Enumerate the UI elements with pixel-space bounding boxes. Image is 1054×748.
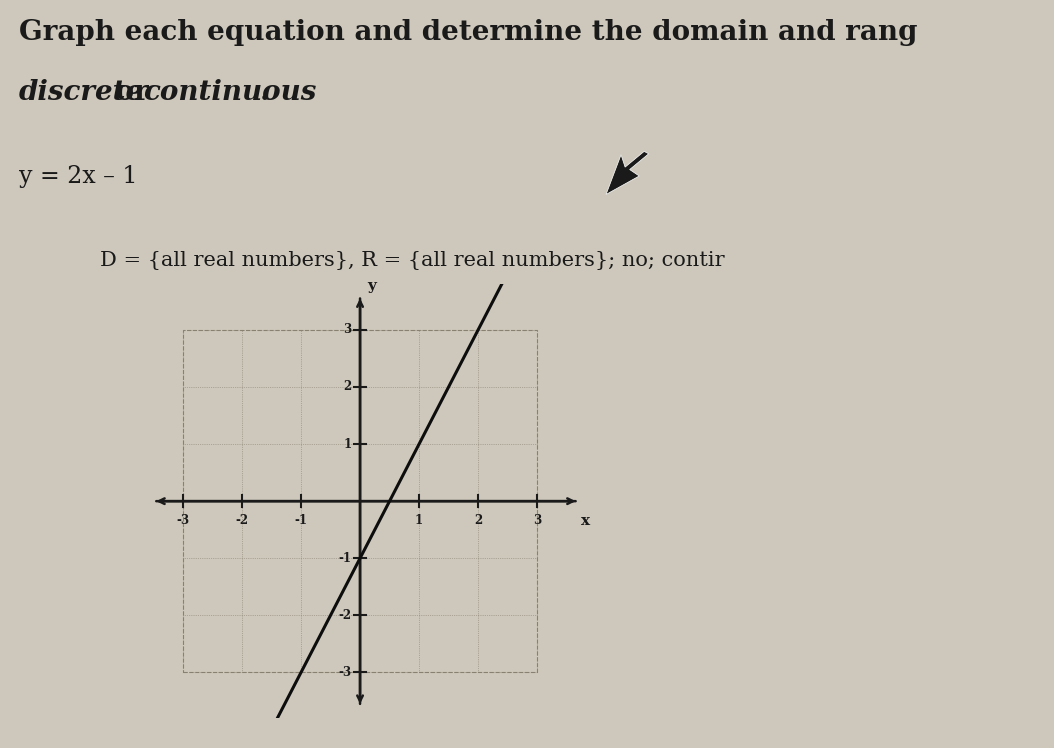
Text: -2: -2 [338,609,351,622]
Text: discrete: discrete [19,79,144,105]
Text: 1: 1 [343,438,351,450]
Text: -1: -1 [294,514,308,527]
Text: 3: 3 [343,323,351,337]
Text: Graph each equation and determine the domain and rang: Graph each equation and determine the do… [19,19,917,46]
Text: 1: 1 [415,514,423,527]
Text: 3: 3 [533,514,542,527]
Text: 2: 2 [343,381,351,393]
Text: 2: 2 [474,514,483,527]
Text: -3: -3 [176,514,190,527]
Polygon shape [606,151,648,194]
Text: or: or [106,79,159,105]
Text: -3: -3 [338,666,351,679]
Text: -1: -1 [338,552,351,565]
Text: x: x [582,514,590,528]
Text: continuous: continuous [143,79,316,105]
Text: .: . [259,79,269,105]
Text: y = 2x – 1: y = 2x – 1 [19,165,137,188]
Text: y: y [367,279,376,292]
Text: -2: -2 [235,514,249,527]
Text: D = {all real numbers}, R = {all real numbers}; no; contir: D = {all real numbers}, R = {all real nu… [100,251,725,269]
